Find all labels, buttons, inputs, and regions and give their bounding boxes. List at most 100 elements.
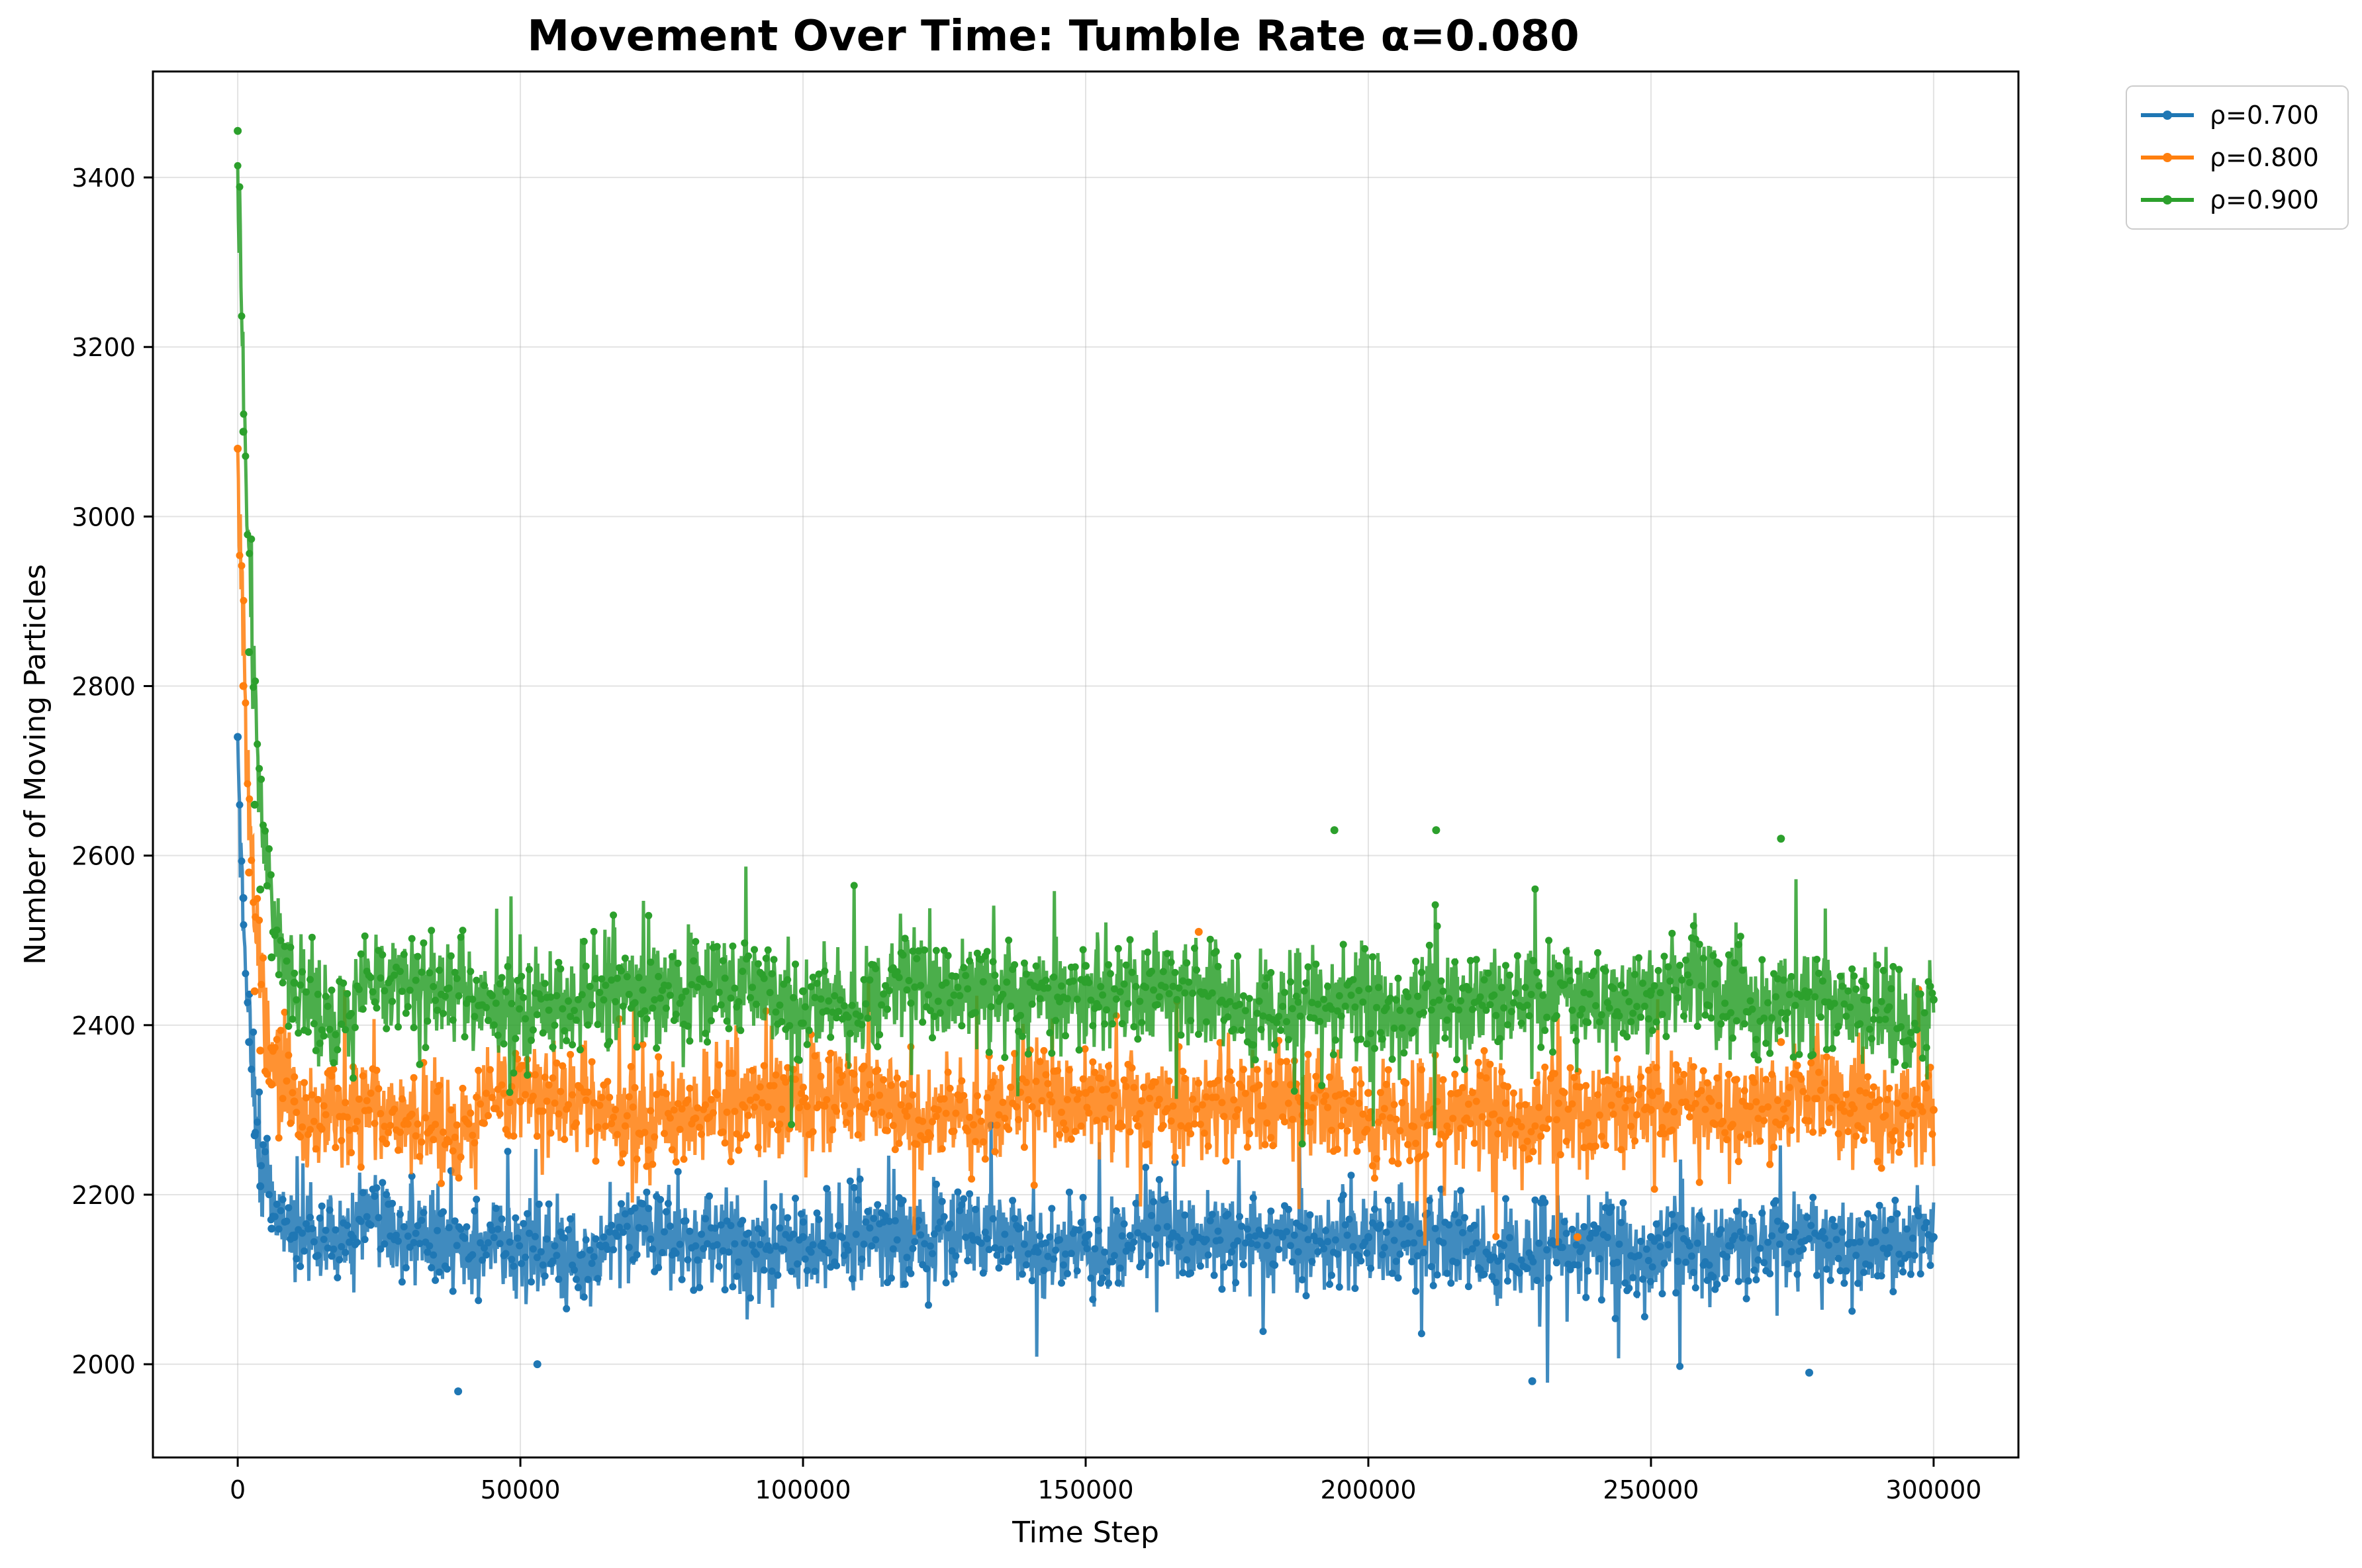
data-point [412, 1132, 420, 1140]
data-point [1275, 1013, 1283, 1021]
data-point [432, 1121, 440, 1129]
data-point [256, 916, 263, 924]
key-point [1929, 995, 1938, 1004]
data-point [844, 1013, 852, 1021]
data-point [263, 1070, 271, 1078]
data-point [1472, 956, 1480, 964]
data-point [702, 1215, 710, 1222]
data-point [1388, 1055, 1396, 1063]
data-point [528, 1278, 535, 1286]
data-point [1746, 997, 1754, 1005]
data-point [930, 1013, 938, 1021]
data-point [1772, 993, 1779, 1001]
data-point [539, 1261, 547, 1269]
data-point [1836, 972, 1844, 980]
data-point [1656, 989, 1664, 997]
key-point [454, 1387, 463, 1396]
data-point [1214, 1227, 1222, 1235]
data-point [1584, 1019, 1592, 1027]
data-point [500, 1089, 508, 1097]
data-point [610, 1246, 618, 1254]
data-point [1815, 970, 1822, 977]
data-point [1701, 1105, 1709, 1113]
data-point [909, 947, 917, 955]
data-point [398, 1278, 406, 1286]
data-point [1672, 1289, 1680, 1297]
data-point [1580, 989, 1588, 997]
data-point [307, 1213, 314, 1221]
data-point [1351, 1285, 1359, 1292]
data-point [827, 1263, 835, 1271]
data-point [1408, 1258, 1416, 1266]
data-point [510, 1262, 518, 1270]
data-point [541, 980, 549, 988]
key-point [256, 1046, 265, 1055]
data-point [621, 1210, 629, 1218]
data-point [1189, 1095, 1197, 1103]
data-point [1566, 1266, 1574, 1273]
data-point [825, 997, 833, 1005]
data-point [694, 1104, 702, 1112]
data-point [1629, 1096, 1637, 1104]
data-point [1891, 1197, 1899, 1204]
data-point [801, 1255, 809, 1263]
data-point [799, 1084, 807, 1091]
data-point [545, 1081, 553, 1089]
data-point [739, 968, 747, 975]
data-point [1249, 1041, 1257, 1049]
data-point [1394, 1160, 1402, 1168]
data-point [1883, 1095, 1891, 1103]
data-point [469, 1251, 477, 1259]
data-point [578, 991, 586, 999]
data-point [483, 1003, 490, 1011]
data-point [1373, 1155, 1380, 1163]
data-point [1075, 1226, 1083, 1234]
data-point [1864, 1210, 1871, 1218]
data-point [1171, 968, 1179, 976]
data-point [1617, 1219, 1625, 1226]
data-point [1302, 1292, 1310, 1300]
data-point [1654, 1087, 1662, 1095]
data-point [776, 1121, 784, 1128]
data-point [782, 1078, 790, 1086]
data-point [956, 1207, 964, 1215]
data-point [778, 1018, 786, 1025]
data-point [1635, 1091, 1642, 1099]
data-point [1846, 1003, 1854, 1011]
data-point [430, 983, 438, 990]
data-point [383, 1140, 391, 1148]
data-point [1369, 953, 1376, 961]
data-point [1852, 1252, 1860, 1260]
data-point [868, 1242, 876, 1250]
data-point [1165, 1240, 1173, 1248]
data-point [833, 1262, 841, 1269]
data-point [1799, 1245, 1807, 1253]
data-point [1171, 1153, 1179, 1161]
data-point [361, 1236, 369, 1244]
data-point [1101, 1020, 1109, 1028]
data-point [569, 1041, 577, 1048]
data-point [608, 976, 616, 984]
data-point [1394, 1274, 1402, 1282]
data-point [1333, 1007, 1341, 1015]
key-point [1364, 1233, 1372, 1241]
data-point [1349, 976, 1357, 984]
data-point [488, 992, 496, 999]
data-point [307, 1126, 314, 1134]
data-point [1500, 1004, 1508, 1012]
data-point [852, 1086, 860, 1094]
data-point [1371, 1174, 1378, 1182]
data-point [1529, 1148, 1537, 1156]
data-point [592, 1235, 600, 1243]
data-point [1439, 988, 1447, 995]
data-point [676, 1240, 684, 1248]
data-point [1253, 1066, 1261, 1074]
data-point [1024, 1050, 1032, 1058]
data-point [1216, 1236, 1224, 1244]
data-point [1913, 1095, 1920, 1103]
data-point [707, 1095, 715, 1103]
data-point [398, 988, 406, 995]
data-point [1193, 1105, 1200, 1113]
data-point [1525, 1155, 1533, 1163]
data-point [807, 983, 815, 991]
